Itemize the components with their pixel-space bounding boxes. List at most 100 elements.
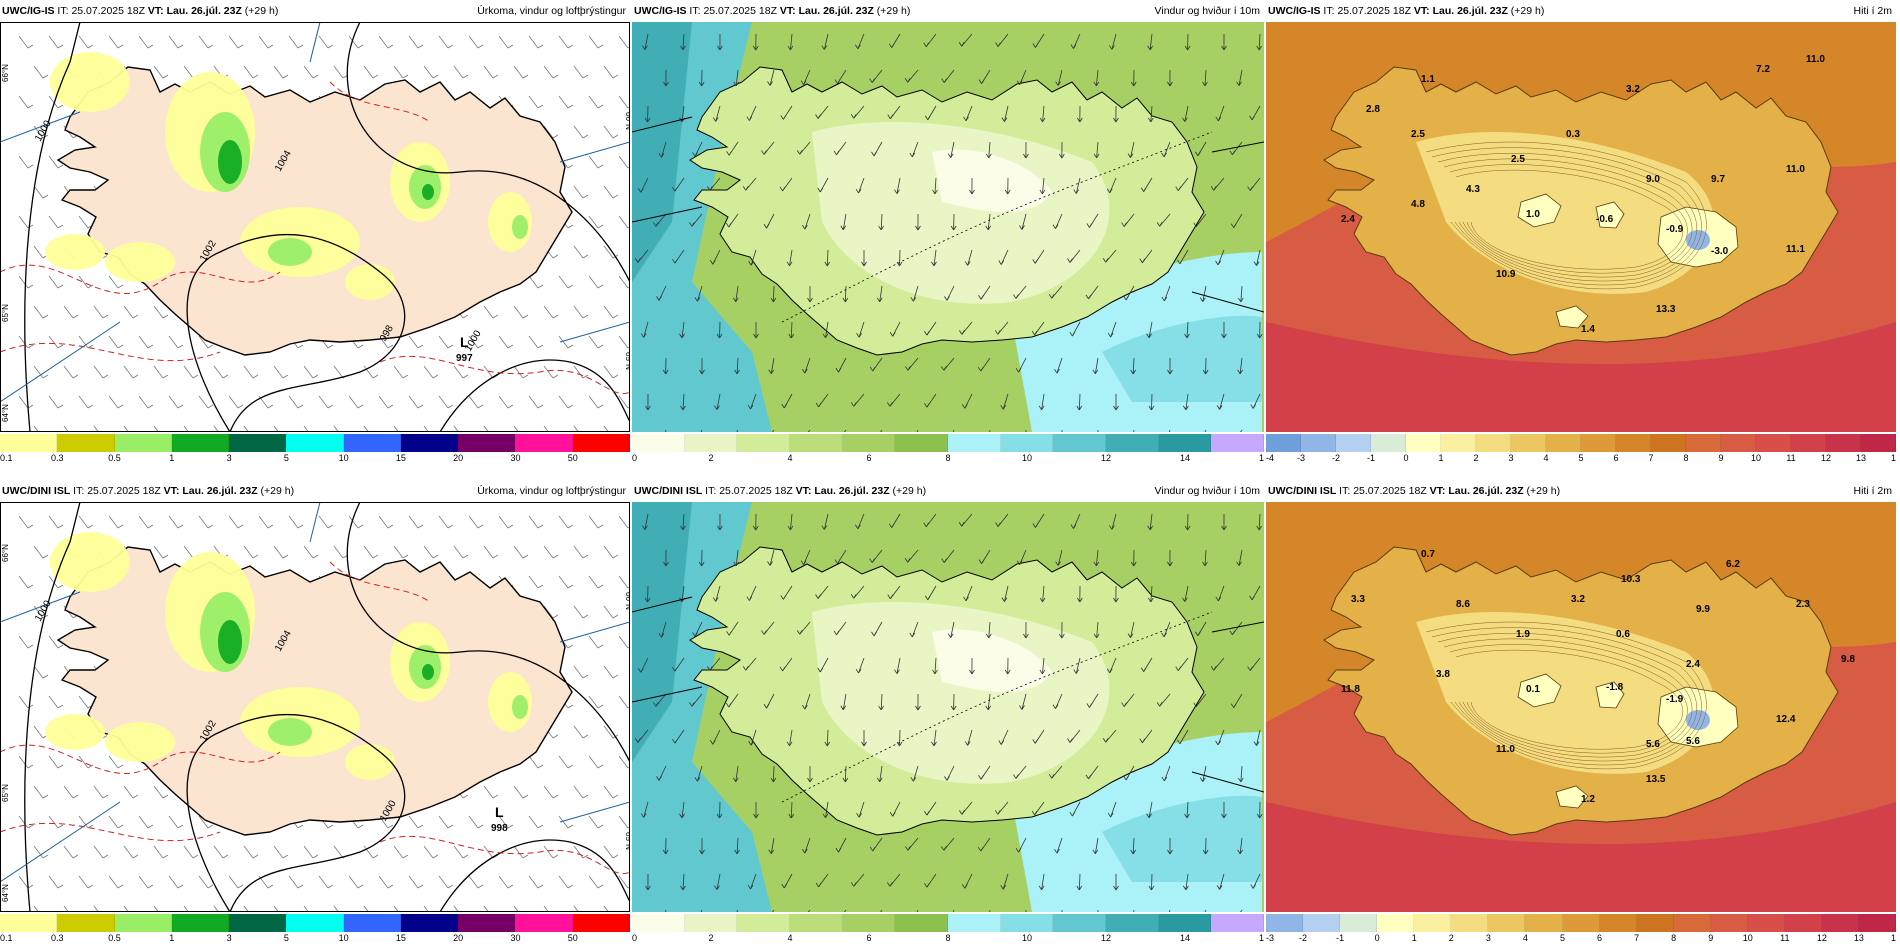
colorbar-tick-label: 16: [1258, 933, 1264, 943]
colorbar-tick-label: 15: [395, 933, 406, 943]
it-label: IT:: [1323, 5, 1335, 17]
colorbar-tick-label: 6: [866, 933, 872, 943]
colorbar-swatch: [1821, 914, 1859, 932]
colorbar-swatch: [1000, 914, 1054, 932]
colorbar-tick-label: 6: [866, 453, 872, 463]
colorbar-swatches: [632, 434, 1264, 452]
precip-area: [512, 215, 528, 239]
colorbar-swatch: [632, 434, 685, 452]
colorbar-tick-label: 4: [1543, 453, 1549, 463]
temperature-value: 2.5: [1511, 154, 1525, 165]
colorbar-tick-label: 12: [1100, 933, 1112, 943]
model-name: UWC/DINI ISL: [1268, 485, 1337, 497]
run-info: UWC/IG-IS IT: 25.07.2025 18Z VT: Lau. 26…: [634, 0, 910, 22]
colorbar-swatch: [1414, 914, 1452, 932]
precip-area: [105, 722, 175, 762]
cold-spot: [1686, 230, 1710, 250]
colorbar-swatch: [1784, 914, 1822, 932]
strong-wind-southeast-core: [1102, 795, 1262, 882]
temperature-panel: UWC/IG-IS IT: 25.07.2025 18Z VT: Lau. 26…: [1266, 0, 1896, 470]
panel-header: UWC/DINI ISL IT: 25.07.2025 18Z VT: Lau.…: [632, 480, 1264, 502]
colorbar-swatch: [1301, 434, 1336, 452]
temperature-value: 13.3: [1656, 304, 1676, 315]
latitude-label: 65°N: [1, 304, 10, 322]
colorbar-tick-label: 8: [1683, 453, 1689, 463]
vt-label: VT:: [1429, 485, 1446, 497]
it-label: IT:: [57, 5, 69, 17]
colorbar-swatch: [458, 914, 516, 932]
colorbar-tick-label: 0.3: [51, 933, 64, 943]
vt-label: VT:: [163, 485, 180, 497]
product-title: Vindur og hviður í 10m: [1154, 5, 1260, 17]
colorbar-tick-label: 9: [1708, 933, 1714, 943]
precip-areas: [45, 52, 532, 300]
colorbar-tick-label: 30: [510, 453, 521, 463]
colorbar: 0.1 0.3 0.5 1 3 5 10 15 20 30 50: [0, 434, 630, 464]
init-time: 25.07.2025 18Z: [71, 5, 145, 17]
init-time: 25.07.2025 18Z: [703, 5, 777, 17]
colorbar-tick-label: -3: [1266, 933, 1275, 943]
colorbar-tick-label: 0: [1374, 933, 1380, 943]
colorbar-tick-label: 8: [1671, 933, 1677, 943]
temperature-value: 2.3: [1796, 599, 1810, 610]
temperature-value: -0.9: [1666, 224, 1684, 235]
colorbar-swatch: [0, 434, 58, 452]
colorbar: 0 2 4 6 8 10 12 14 16: [632, 914, 1264, 944]
vt-label: VT:: [147, 5, 164, 17]
colorbar-tick-label: 6: [1597, 933, 1603, 943]
colorbar-swatch: [1266, 434, 1301, 452]
colorbar-tick-label: 10: [1750, 453, 1762, 463]
lead-time: (+29 h): [244, 5, 279, 17]
it-label: IT:: [705, 485, 717, 497]
model-name: UWC/IG-IS: [1268, 5, 1321, 17]
latitude-labels: 66°N 66°N 65°N 65°N 64°N: [1, 64, 630, 422]
colorbar-tick-label: 1: [1438, 453, 1444, 463]
vt-label: VT:: [795, 485, 812, 497]
colorbar: 0.1 0.3 0.5 1 3 5 10 15 20 30 50: [0, 914, 630, 944]
lead-time: (+29 h): [260, 485, 295, 497]
colorbar-tick-label: -1: [1336, 933, 1345, 943]
colorbar-tick-label: 0.5: [108, 933, 121, 943]
temperature-value: 11.0: [1496, 744, 1515, 755]
temperature-panel: UWC/DINI ISL IT: 25.07.2025 18Z VT: Lau.…: [1266, 480, 1896, 950]
colorbar-tick-label: 3: [1508, 453, 1514, 463]
temp-highland: [1416, 612, 1714, 774]
precip-area: [105, 242, 175, 282]
colorbar-swatch: [1053, 914, 1107, 932]
colorbar-tick-label: 9: [1718, 453, 1724, 463]
colorbar-swatch: [1721, 434, 1756, 452]
colorbar-swatch: [1599, 914, 1637, 932]
colorbar: -4-3-2-101234567891011121314: [1266, 434, 1896, 464]
colorbar-swatch: [1371, 434, 1406, 452]
colorbar-tick-label: 2: [708, 933, 714, 943]
temperature-value: 5.6: [1646, 739, 1660, 750]
colorbar-swatch: [400, 434, 459, 452]
colorbar-swatch: [1673, 914, 1711, 932]
colorbar-swatch: [684, 434, 738, 452]
wind-gust-panel: UWC/IG-IS IT: 25.07.2025 18Z VT: Lau. 26…: [632, 0, 1264, 470]
colorbar-tick-label: 4: [1522, 933, 1528, 943]
colorbar-swatch: [1451, 914, 1489, 932]
temperature-value: 3.3: [1351, 594, 1365, 605]
cold-spot: [1686, 710, 1710, 730]
valid-time: Lau. 26.júl. 23Z: [166, 5, 242, 17]
model-name: UWC/DINI ISL: [634, 485, 703, 497]
calmest-area: [932, 629, 1052, 692]
colorbar-swatch: [572, 434, 630, 452]
colorbar-tick-label: 3: [226, 453, 232, 463]
colorbar-swatch: [57, 914, 115, 932]
forecast-map: [632, 22, 1264, 432]
temperature-value: 1.9: [1516, 629, 1530, 640]
temperature-value: -0.6: [1596, 214, 1614, 225]
colorbar-swatch: [1651, 434, 1686, 452]
colorbar-swatch: [1747, 914, 1785, 932]
colorbar-tick-label: 10: [1021, 933, 1033, 943]
colorbar-tick-label: 10: [1742, 933, 1753, 943]
colorbar-tick-label: 6: [1613, 453, 1619, 463]
temperature-value: 10.3: [1621, 574, 1641, 585]
colorbar-swatch: [1826, 434, 1861, 452]
panel-header: UWC/DINI ISL IT: 25.07.2025 18Z VT: Lau.…: [0, 480, 630, 502]
strongest-wind-west: [632, 22, 692, 282]
graticule: [0, 22, 630, 403]
